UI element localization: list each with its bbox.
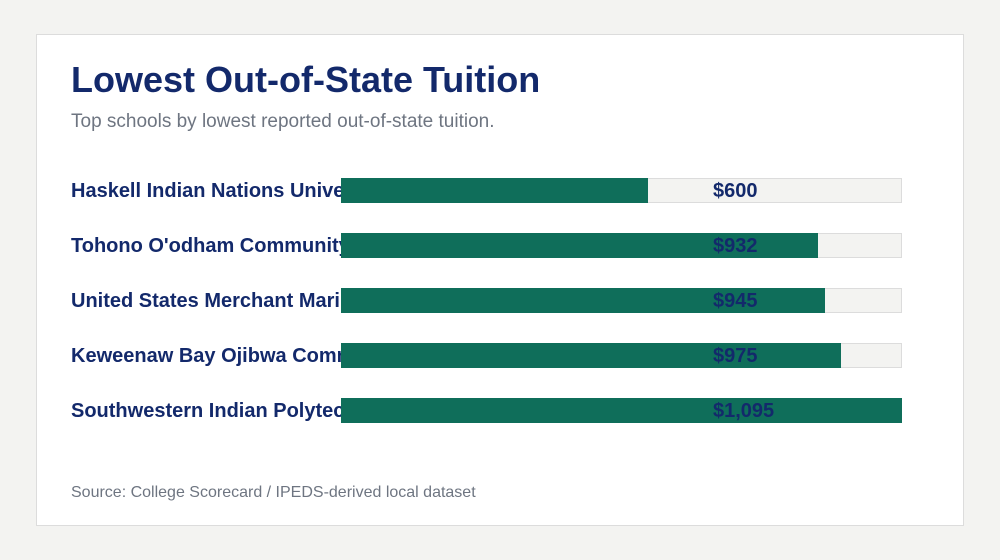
bar-track [341,233,902,258]
category-label: Haskell Indian Nations University [71,180,371,202]
bar-track [341,398,902,423]
value-label: $600 [713,180,758,202]
bar-row: Keweenaw Bay Ojibwa Community College $97… [71,342,903,397]
bar-row: Southwestern Indian Polytechnic Institut… [71,397,903,452]
category-label: Tohono O'odham Community College [71,235,371,257]
value-label: $932 [713,235,758,257]
bar-track [341,343,902,368]
bar-track [341,288,902,313]
bar [341,233,818,258]
bar [341,178,648,203]
bar [341,398,902,423]
category-label: Southwestern Indian Polytechnic Institut… [71,400,371,422]
bar-row: Haskell Indian Nations University $600 [71,177,903,232]
bar-track [341,178,902,203]
value-label: $1,095 [713,400,775,422]
chart-title: Lowest Out-of-State Tuition [71,59,541,100]
bar [341,343,841,368]
bar-row: United States Merchant Marine Academy $94… [71,287,903,342]
bar [341,288,825,313]
bar-row: Tohono O'odham Community College $932 [71,232,903,287]
category-label: United States Merchant Marine Academy [71,290,371,312]
value-label: $975 [713,345,758,367]
source-note: Source: College Scorecard / IPEDS-derive… [71,484,476,501]
chart-subtitle: Top schools by lowest reported out-of-st… [71,111,495,132]
value-label: $945 [713,290,758,312]
chart-card: Lowest Out-of-State Tuition Top schools … [36,34,964,526]
bar-rows: Haskell Indian Nations University $600 Toh… [71,177,903,452]
category-label: Keweenaw Bay Ojibwa Community College [71,345,371,367]
